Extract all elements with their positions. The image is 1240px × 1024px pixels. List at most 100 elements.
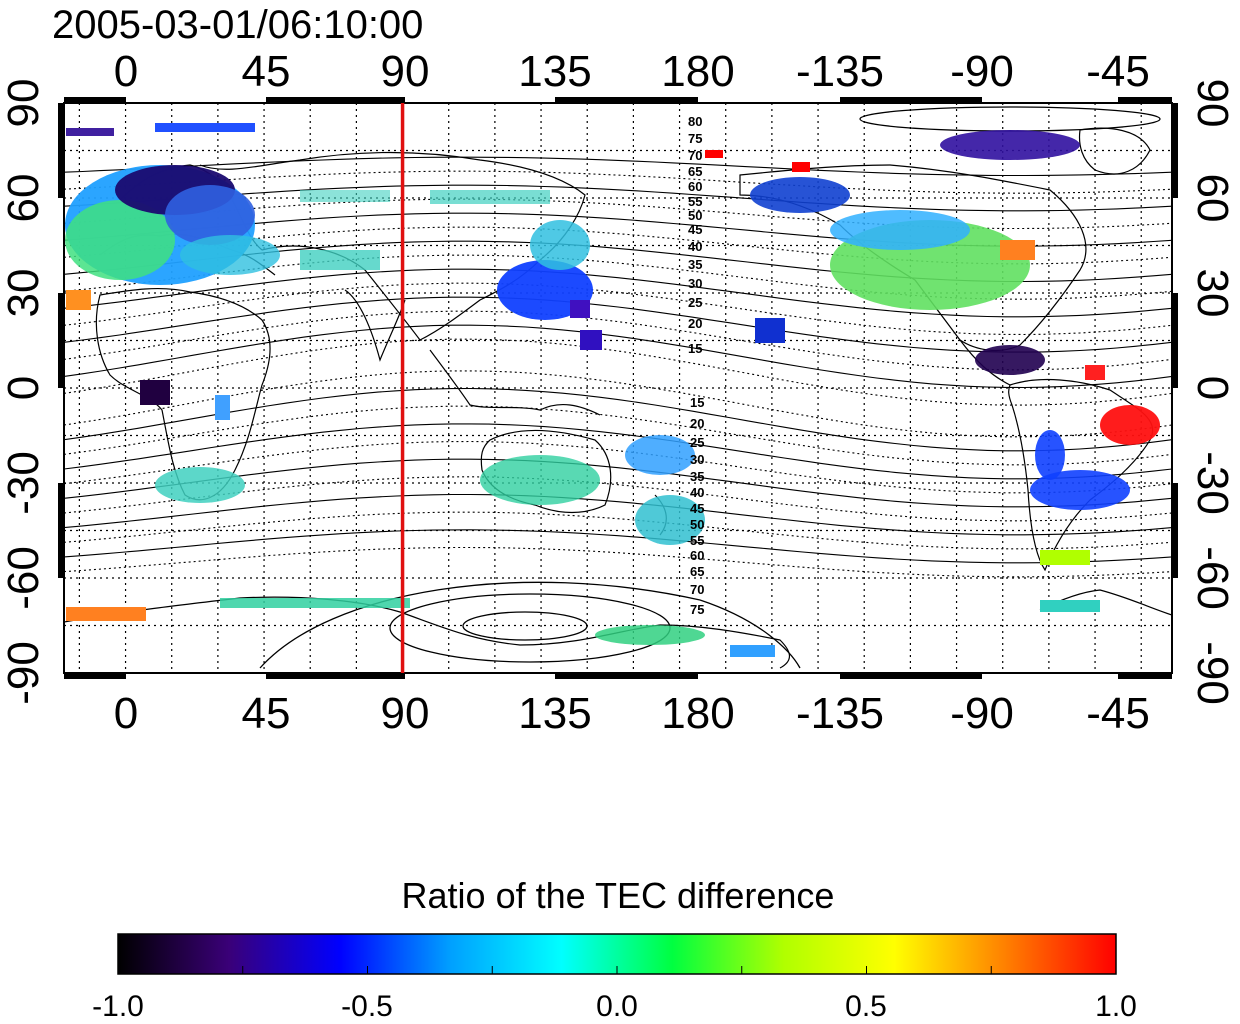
coastline-india <box>344 289 406 362</box>
bottom-lon-label-90: 90 <box>381 689 430 738</box>
map-axis-bands <box>58 97 1178 679</box>
axis-band <box>1172 293 1178 388</box>
contour-line <box>64 511 1172 550</box>
axis-band <box>266 673 405 679</box>
tec-region <box>750 177 850 213</box>
tec-cell <box>792 162 810 172</box>
tec-cell <box>430 190 550 204</box>
tec-cell <box>140 380 170 405</box>
bottom-lon-label-minus45: -45 <box>1086 689 1150 738</box>
axis-band <box>1172 103 1178 198</box>
contour-line <box>64 387 1172 452</box>
tec-region <box>635 495 705 545</box>
axis-band <box>58 483 64 578</box>
contour-line <box>64 405 1172 466</box>
left-lat-label-minus60: -60 <box>0 546 48 610</box>
contour-line <box>64 170 1172 194</box>
top-lon-label-0: 0 <box>114 47 138 96</box>
top-longitude-labels: 0 45 90 135 180 -135 -90 -45 <box>114 47 1150 96</box>
tec-region <box>530 220 590 270</box>
tec-region <box>1030 470 1130 510</box>
tec-cell <box>66 128 114 136</box>
tec-region <box>595 625 705 645</box>
contour-label: 65 <box>690 564 704 579</box>
contour-label: 20 <box>690 416 704 431</box>
colorbar-tick-minus05: -0.5 <box>341 990 393 1023</box>
contour-label: 55 <box>688 194 702 209</box>
bottom-lon-label-minus135: -135 <box>796 689 884 738</box>
colorbar-title: Ratio of the TEC difference <box>402 875 835 916</box>
contour-label: 55 <box>690 533 704 548</box>
axis-band <box>1118 673 1172 679</box>
top-lon-label-minus135: -135 <box>796 47 884 96</box>
tec-cell <box>1040 600 1100 612</box>
tec-region <box>625 435 695 475</box>
axis-band <box>58 103 64 198</box>
tec-cell <box>300 190 390 202</box>
axis-band <box>1172 483 1178 578</box>
coastline-greenland <box>1078 127 1151 175</box>
left-lat-label-90: 90 <box>0 79 48 128</box>
right-lat-label-minus60: -60 <box>1188 546 1237 610</box>
contour-ring <box>462 611 588 641</box>
tec-data-layer <box>65 123 1160 657</box>
axis-band <box>555 673 698 679</box>
tec-region <box>155 467 245 503</box>
top-lon-label-135: 135 <box>518 47 591 96</box>
axis-band <box>840 97 982 103</box>
tec-region <box>1100 405 1160 445</box>
contour-labels-south: 15 20 25 30 35 40 45 50 55 60 65 70 75 <box>690 395 704 617</box>
coastline-australia <box>480 429 612 514</box>
axis-band <box>64 97 126 103</box>
contour-label: 80 <box>688 114 702 129</box>
axis-band <box>64 673 126 679</box>
bottom-longitude-labels: 0 45 90 135 180 -135 -90 -45 <box>114 689 1150 738</box>
bottom-lon-label-0: 0 <box>114 689 138 738</box>
top-lon-label-minus45: -45 <box>1086 47 1150 96</box>
contour-line <box>64 324 1172 389</box>
contour-label: 70 <box>688 148 702 163</box>
tec-cell <box>155 123 255 132</box>
contour-line <box>64 184 1172 212</box>
contour-label: 15 <box>690 395 704 410</box>
right-lat-label-minus90: -90 <box>1188 641 1237 705</box>
coastline-south-america <box>1008 378 1154 572</box>
top-lon-label-180: 180 <box>661 47 734 96</box>
tec-region <box>975 345 1045 375</box>
contour-line <box>64 268 1172 318</box>
tec-cell <box>1085 365 1105 380</box>
axis-band <box>1118 97 1172 103</box>
contour-label: 35 <box>688 257 702 272</box>
contour-label: 25 <box>690 435 704 450</box>
contour-line <box>64 476 1172 522</box>
right-lat-label-minus30: -30 <box>1188 451 1237 515</box>
contour-line <box>64 529 1172 564</box>
contour-label: 35 <box>690 469 704 484</box>
left-lat-label-60: 60 <box>0 174 48 223</box>
contour-line <box>64 546 1172 578</box>
tec-cell <box>755 318 785 343</box>
top-lon-label-90: 90 <box>381 47 430 96</box>
right-lat-label-30: 30 <box>1188 269 1237 318</box>
contour-label: 60 <box>688 179 702 194</box>
axis-band <box>555 97 698 103</box>
left-lat-label-0: 0 <box>0 376 48 400</box>
tec-region <box>497 260 593 320</box>
tec-cell <box>730 645 775 657</box>
right-lat-label-60: 60 <box>1188 174 1237 223</box>
tec-cell <box>300 250 380 270</box>
contour-label: 30 <box>688 276 702 291</box>
colorbar-tick-1: 1.0 <box>1095 990 1137 1023</box>
colorbar-tick-0: 0.0 <box>596 990 638 1023</box>
map-panel: 80 75 70 65 60 55 50 45 40 35 30 25 20 1… <box>58 97 1178 679</box>
right-latitude-labels: 90 60 30 0 -30 -60 -90 <box>1188 79 1237 705</box>
colorbar-tick-05: 0.5 <box>845 990 887 1023</box>
axis-band <box>840 673 982 679</box>
contour-label: 45 <box>688 222 702 237</box>
axis-band <box>58 293 64 388</box>
right-lat-label-90: 90 <box>1188 79 1237 128</box>
contour-label: 75 <box>690 602 704 617</box>
tec-cell <box>705 150 723 158</box>
contour-line <box>64 458 1172 508</box>
